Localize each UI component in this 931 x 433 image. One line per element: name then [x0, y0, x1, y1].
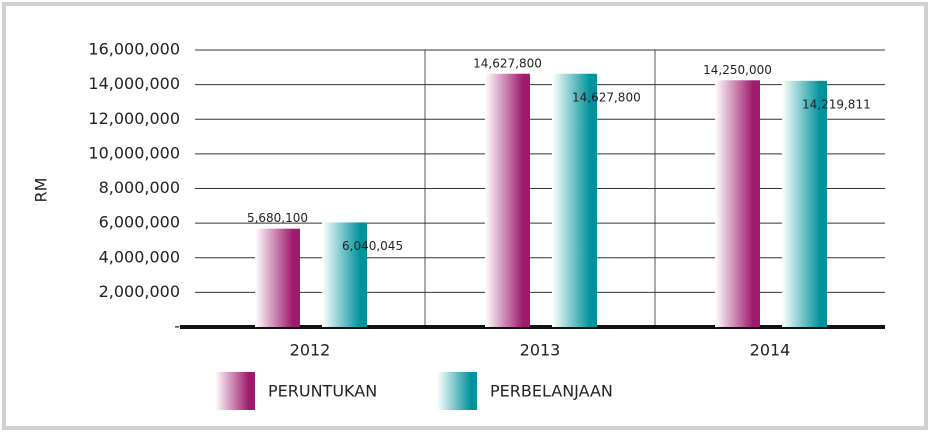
bar: [322, 222, 367, 327]
legend-swatch: [437, 372, 477, 410]
y-axis-label: RM: [32, 178, 51, 203]
legend-swatch: [215, 372, 255, 410]
bar: [715, 80, 760, 327]
legend-label: PERBELANJAAN: [490, 382, 613, 401]
value-label: 14,627,800: [473, 56, 542, 70]
legend-label: PERUNTUKAN: [268, 382, 377, 401]
value-label: 6,040,045: [342, 239, 403, 253]
bar: [782, 80, 827, 327]
y-tick-label: -: [174, 317, 180, 336]
value-label: 14,627,800: [572, 90, 641, 104]
bar: [552, 73, 597, 327]
y-tick-label: 14,000,000: [88, 74, 180, 93]
bar: [485, 73, 530, 327]
y-tick-label: 12,000,000: [88, 109, 180, 128]
x-tick-label: 2014: [750, 341, 791, 360]
x-tick-label: 2013: [520, 341, 561, 360]
y-tick-label: 6,000,000: [99, 213, 180, 232]
y-tick-label: 2,000,000: [99, 282, 180, 301]
y-tick-label: 16,000,000: [88, 40, 180, 59]
value-label: 14,250,000: [703, 63, 772, 77]
y-tick-label: 8,000,000: [99, 178, 180, 197]
x-tick-label: 2012: [290, 341, 331, 360]
value-label: 14,219,811: [802, 97, 871, 111]
value-label: 5,680,100: [247, 211, 308, 225]
y-tick-label: 4,000,000: [99, 247, 180, 266]
bar: [255, 228, 300, 327]
y-tick-label: 10,000,000: [88, 143, 180, 162]
